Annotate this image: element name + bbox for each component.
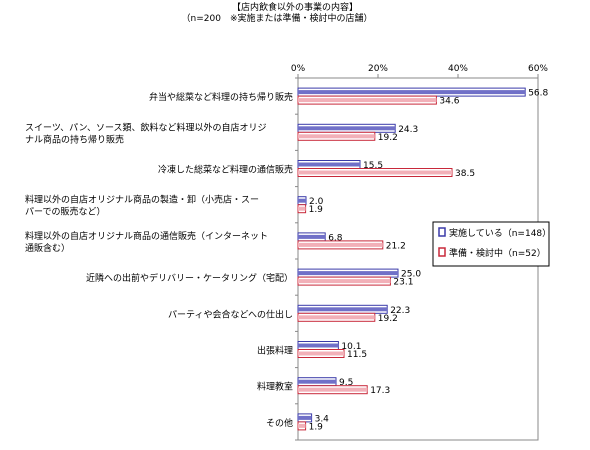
bar-planned-fill [298, 206, 306, 211]
legend-swatch-planned [438, 247, 446, 257]
data-label: 21.2 [386, 241, 406, 251]
category-label: 弁当や総菜など料理の持ち帰り販売 [149, 91, 293, 103]
data-label: 17.3 [370, 386, 390, 396]
x-tick-label: 60% [528, 64, 548, 74]
x-tick-label: 40% [448, 64, 468, 74]
x-tick-label: 20% [368, 64, 388, 74]
category-label: 冷凍した総菜など料理の通信販売 [158, 164, 293, 176]
chart-subtitle: （n=200 ※実施または準備・検討中の店舗） [181, 14, 373, 24]
data-label: 38.5 [455, 169, 475, 179]
bar-implemented-fill [298, 307, 388, 312]
data-label: 23.1 [393, 278, 413, 288]
bar-planned-fill [298, 387, 368, 392]
data-label: 9.5 [339, 378, 353, 388]
data-label: 24.3 [398, 125, 418, 135]
bar-planned-fill [298, 134, 375, 139]
data-label: 15.5 [363, 161, 383, 171]
data-label: 10.1 [341, 342, 361, 352]
bar-planned-fill [298, 242, 383, 247]
data-label: 56.8 [528, 89, 548, 99]
legend-swatch-implemented [438, 227, 446, 237]
category-label: 近隣への出前やデリバリー・ケータリング（宅配） [86, 272, 293, 284]
chart-title: 【店内飲食以外の事業の内容】 [231, 3, 358, 13]
category-label: 出張料理 [257, 345, 293, 357]
data-label: 19.2 [378, 314, 398, 324]
category-label: パーでの販売など） [25, 206, 105, 218]
legend-label: 実施している（n=148） [449, 227, 551, 239]
legend-label: 準備・検討中（n=52） [449, 247, 546, 259]
bar-implemented-fill [298, 162, 360, 167]
category-label: その他 [266, 417, 293, 429]
bar-planned-fill [298, 351, 344, 356]
bar-implemented-fill [298, 415, 312, 420]
bar-planned-fill [298, 423, 306, 428]
bar-implemented-fill [298, 234, 326, 239]
bar-implemented-fill [298, 198, 306, 203]
data-label: 11.5 [347, 350, 367, 360]
category-label: 通販含む） [25, 242, 70, 254]
bar-implemented-fill [298, 271, 398, 276]
legend [432, 221, 550, 267]
bar-planned-fill [298, 98, 437, 103]
category-label: スイーツ、パン、ソース類、飲料など料理以外の自店オリジ [25, 121, 267, 133]
data-label: 34.6 [439, 97, 459, 107]
category-label: パーティや会合などへの仕出し [168, 308, 293, 320]
data-label: 25.0 [401, 270, 421, 280]
data-label: 3.4 [315, 414, 330, 424]
category-label: 料理以外の自店オリジナル商品の製造・卸（小売店・スー [25, 194, 259, 206]
data-label: 1.9 [309, 422, 324, 432]
category-label: ナル商品の持ち帰り販売 [25, 133, 124, 145]
data-label: 19.2 [378, 133, 398, 143]
data-label: 22.3 [390, 306, 410, 316]
bar-implemented-fill [298, 343, 339, 348]
bar-implemented-fill [298, 126, 396, 131]
category-label: 料理教室 [257, 381, 293, 393]
x-tick-label: 0% [291, 64, 306, 74]
data-label: 6.8 [328, 233, 343, 243]
data-label: 1.9 [309, 205, 324, 215]
bar-planned-fill [298, 315, 375, 320]
bar-implemented-fill [298, 379, 336, 384]
data-label: 2.0 [309, 197, 324, 207]
bar-planned-fill [298, 279, 391, 284]
bar-implemented-fill [298, 90, 526, 95]
bar-planned-fill [298, 170, 452, 175]
category-label: 料理以外の自店オリジナル商品の通信販売（インターネット [25, 230, 268, 242]
